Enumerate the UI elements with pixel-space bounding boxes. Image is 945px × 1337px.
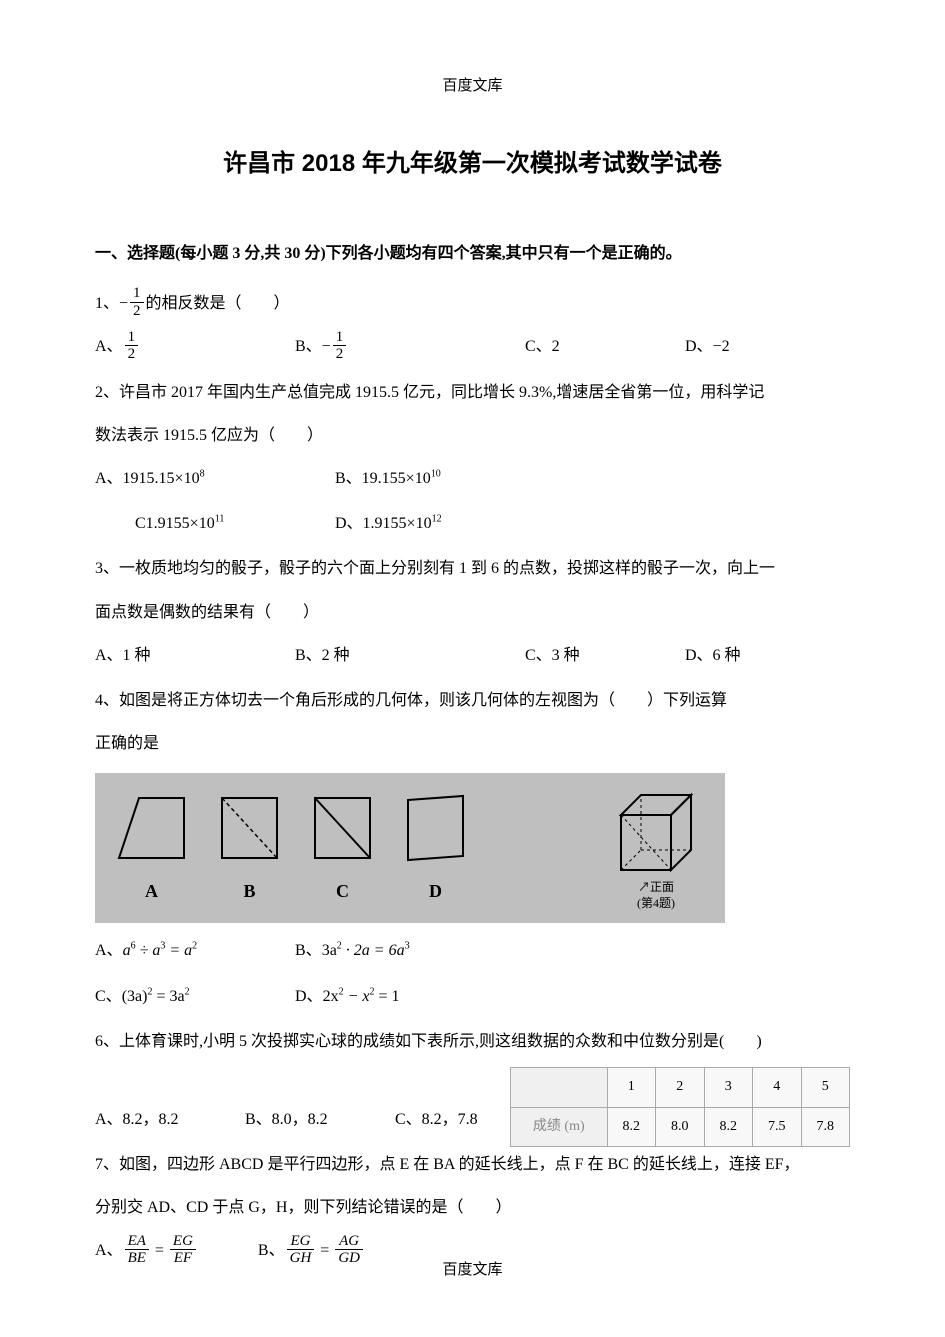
q1-prefix: 1、− (95, 295, 128, 312)
table-data-row: 成绩 (m) 8.2 8.0 8.2 7.5 7.8 (511, 1107, 850, 1147)
shape-d: D (398, 788, 473, 912)
table-val-3: 8.2 (704, 1107, 752, 1147)
question-4-figure: A B C D ↗正面 (第4题) (95, 773, 725, 923)
table-val-1: 8.2 (607, 1107, 655, 1147)
question-7-line1: 7、如图，四边形 ABCD 是平行四边形，点 E 在 BA 的延长线上，点 F … (95, 1147, 850, 1182)
q1-fraction: 12 (130, 285, 144, 319)
shape-a: A (109, 788, 194, 912)
question-4-line1: 4、如图是将正方体切去一个角后形成的几何体，则该几何体的左视图为（ ）下列运算 (95, 683, 850, 718)
shape-a-svg (109, 788, 194, 868)
cube-figure: ↗正面 (第4题) (601, 785, 711, 911)
shape-c: C (305, 788, 380, 912)
table-header-row: 1 2 3 4 5 (511, 1067, 850, 1107)
q1-option-c: C、2 (525, 329, 685, 364)
q3-option-c: C、3 种 (525, 638, 685, 673)
question-6: 6、上体育课时,小明 5 次投掷实心球的成绩如下表所示,则这组数据的众数和中位数… (95, 1024, 850, 1059)
shape-b: B (212, 788, 287, 912)
question-2-line1: 2、许昌市 2017 年国内生产总值完成 1915.5 亿元，同比增长 9.3%… (95, 375, 850, 410)
table-blank (511, 1067, 608, 1107)
q5-option-c: C、(3a)2 = 3a2 (95, 979, 295, 1014)
q3-option-b: B、2 种 (295, 638, 525, 673)
q3-option-d: D、6 种 (685, 638, 825, 673)
page-footer: 百度文库 (0, 1254, 945, 1287)
q5-option-b: B、3a2 · 2a = 6a3 (295, 933, 410, 968)
cube-caption: (第4题) (637, 896, 675, 912)
q6-option-a: A、8.2，8.2 (95, 1102, 245, 1137)
question-1: 1、−12的相反数是（ ） (95, 286, 850, 321)
shape-b-svg (212, 788, 287, 868)
table-col-2: 2 (656, 1067, 704, 1107)
q6-option-b: B、8.0，8.2 (245, 1102, 395, 1137)
table-row-label: 成绩 (m) (511, 1107, 608, 1147)
q5-options-row1: A、a6 ÷ a3 = a2 B、3a2 · 2a = 6a3 (95, 933, 850, 968)
q2-options-row1: A、1915.15×108 B、19.155×1010 (95, 461, 850, 496)
table-val-4: 7.5 (753, 1107, 801, 1147)
table-col-1: 1 (607, 1067, 655, 1107)
q3-options: A、1 种 B、2 种 C、3 种 D、6 种 (95, 638, 850, 673)
q6-table: 1 2 3 4 5 成绩 (m) 8.2 8.0 8.2 7.5 7.8 (510, 1067, 850, 1148)
q2-options-row2: C1.9155×1011 D、1.9155×1012 (95, 506, 850, 541)
shape-d-svg (398, 788, 473, 868)
q2-option-d: D、1.9155×1012 (335, 506, 442, 541)
question-2-line2: 数法表示 1915.5 亿应为（ ） (95, 418, 850, 453)
document-title: 许昌市 2018 年九年级第一次模拟考试数学试卷 (95, 138, 850, 191)
question-7-line2: 分别交 AD、CD 于点 G，H，则下列结论错误的是（ ） (95, 1190, 850, 1225)
q3-option-a: A、1 种 (95, 638, 295, 673)
section-1-heading: 一、选择题(每小题 3 分,共 30 分)下列各小题均有四个答案,其中只有一个是… (95, 236, 850, 271)
question-3-line1: 3、一枚质地均匀的骰子，骰子的六个面上分别刻有 1 到 6 的点数，投掷这样的骰… (95, 551, 850, 586)
q5-option-a: A、a6 ÷ a3 = a2 (95, 933, 295, 968)
question-4-line2: 正确的是 (95, 726, 850, 761)
table-col-3: 3 (704, 1067, 752, 1107)
q1-option-b: B、−12 (295, 329, 525, 364)
q1-options: A、12 B、−12 C、2 D、−2 (95, 329, 850, 364)
q2-option-b: B、19.155×1010 (335, 461, 441, 496)
q1-suffix: 的相反数是（ ） (146, 295, 290, 312)
table-col-5: 5 (801, 1067, 850, 1107)
table-col-4: 4 (753, 1067, 801, 1107)
q1-option-d: D、−2 (685, 329, 825, 364)
table-val-2: 8.0 (656, 1107, 704, 1147)
shape-c-svg (305, 788, 380, 868)
page-header: 百度文库 (95, 70, 850, 103)
cube-svg (601, 785, 711, 880)
table-val-5: 7.8 (801, 1107, 850, 1147)
question-3-line2: 面点数是偶数的结果有（ ） (95, 595, 850, 630)
cube-arrow-label: ↗正面 (638, 880, 674, 896)
q5-options-row2: C、(3a)2 = 3a2 D、2x2 − x2 = 1 (95, 979, 850, 1014)
q2-option-a: A、1915.15×108 (95, 461, 335, 496)
q5-option-d: D、2x2 − x2 = 1 (295, 979, 400, 1014)
q1-option-a: A、12 (95, 329, 295, 364)
q2-option-c: C1.9155×1011 (135, 506, 335, 541)
